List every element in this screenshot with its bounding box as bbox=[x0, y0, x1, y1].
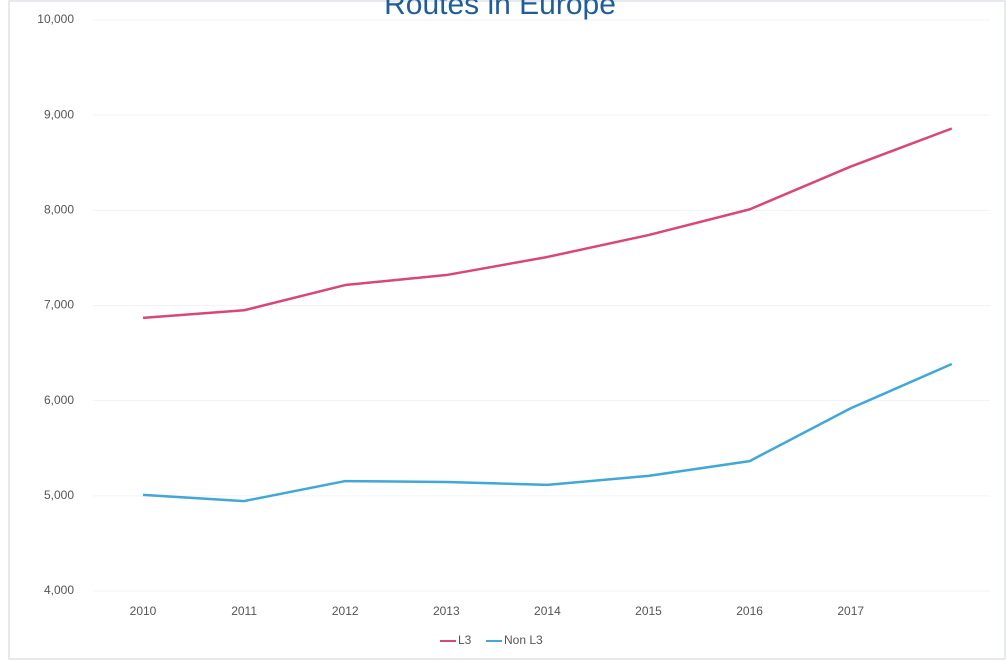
legend-label: Non L3 bbox=[504, 633, 543, 647]
chart-title: Routes in Europe bbox=[384, 0, 616, 21]
x-tick-label: 2015 bbox=[635, 604, 662, 618]
series-line bbox=[142, 362, 953, 503]
y-tick-label: 5,000 bbox=[44, 488, 74, 502]
y-tick-label: 9,000 bbox=[44, 107, 74, 121]
y-tick-label: 10,000 bbox=[37, 12, 74, 26]
x-tick-label: 2013 bbox=[433, 604, 460, 618]
x-tick-label: 2011 bbox=[231, 604, 257, 618]
x-tick-label: 2012 bbox=[332, 604, 359, 618]
y-tick-label: 6,000 bbox=[44, 393, 74, 407]
y-tick-label: 4,000 bbox=[44, 583, 74, 597]
legend-label: L3 bbox=[458, 633, 472, 647]
y-tick-label: 7,000 bbox=[44, 298, 74, 312]
x-tick-label: 2017 bbox=[837, 604, 864, 618]
x-tick-label: 2010 bbox=[130, 604, 157, 618]
x-tick-label: 2016 bbox=[736, 604, 763, 618]
chart-border bbox=[8, 0, 1006, 660]
y-tick-label: 8,000 bbox=[44, 203, 74, 217]
series-line bbox=[142, 127, 953, 320]
x-tick-label: 2014 bbox=[534, 604, 561, 618]
